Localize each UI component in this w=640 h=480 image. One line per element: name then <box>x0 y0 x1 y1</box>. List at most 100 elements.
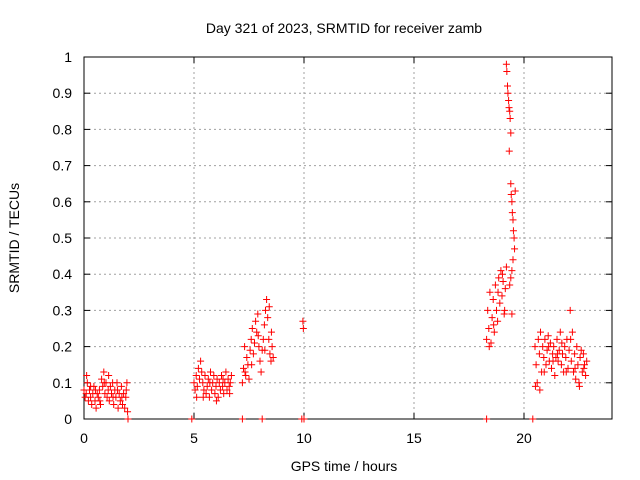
data-point <box>501 285 509 293</box>
data-point <box>486 288 494 296</box>
y-tick-label: 0.8 <box>53 121 73 137</box>
data-point <box>249 350 257 358</box>
data-point <box>508 310 516 318</box>
data-point <box>577 346 585 354</box>
data-point <box>508 267 516 275</box>
data-point <box>262 306 269 314</box>
data-point <box>493 306 500 314</box>
data-point <box>489 296 497 304</box>
data-point <box>96 397 104 405</box>
data-point <box>199 393 207 401</box>
data-point <box>119 401 126 409</box>
data-point <box>485 343 493 351</box>
data-point <box>571 364 579 372</box>
data-point <box>484 306 492 314</box>
data-point <box>113 379 121 387</box>
x-tick-label: 15 <box>406 430 422 446</box>
data-point <box>202 390 210 398</box>
data-point <box>578 368 586 376</box>
grid-lines <box>84 57 612 419</box>
data-point <box>240 364 247 372</box>
data-point <box>576 353 584 361</box>
data-point <box>510 234 518 242</box>
data-point <box>494 317 502 325</box>
y-tick-label: 0.6 <box>53 194 73 210</box>
data-point <box>205 393 213 401</box>
data-point <box>203 382 211 390</box>
data-point <box>93 390 101 398</box>
data-point <box>207 368 214 376</box>
data-point <box>92 404 100 412</box>
data-point <box>494 288 502 296</box>
data-series-srmtid <box>80 60 591 423</box>
data-point <box>98 375 106 383</box>
data-point <box>543 346 551 354</box>
data-point <box>565 346 573 354</box>
data-point <box>101 390 109 398</box>
data-point <box>574 361 582 369</box>
data-point <box>267 328 275 336</box>
data-point <box>504 82 511 90</box>
data-point <box>83 379 91 387</box>
data-point <box>265 335 273 343</box>
data-point <box>502 60 510 68</box>
data-point <box>540 353 548 361</box>
data-point <box>581 361 588 369</box>
data-point <box>188 415 196 423</box>
data-point <box>564 364 572 372</box>
data-point <box>490 321 498 329</box>
data-point <box>549 357 557 365</box>
data-point <box>238 415 246 423</box>
data-point <box>535 350 543 358</box>
data-point <box>194 364 202 372</box>
data-point <box>533 379 541 387</box>
data-point <box>268 343 276 351</box>
data-point <box>544 332 552 340</box>
data-point <box>567 357 575 365</box>
data-point <box>553 335 561 343</box>
y-tick-label: 0.5 <box>53 230 73 246</box>
data-point <box>219 375 227 383</box>
data-point <box>198 368 206 376</box>
data-point <box>192 372 200 380</box>
x-axis-ticks: 0 5 10 15 20 <box>80 57 532 446</box>
data-point <box>88 401 96 409</box>
data-point <box>552 353 560 361</box>
data-point <box>483 415 491 423</box>
data-point <box>113 386 121 394</box>
data-point <box>558 339 566 347</box>
data-point <box>94 393 102 401</box>
data-point <box>548 364 555 372</box>
data-point <box>212 382 220 390</box>
data-point <box>496 299 504 307</box>
data-point <box>123 379 131 387</box>
data-point <box>511 187 519 195</box>
data-point <box>580 364 588 372</box>
data-point <box>260 321 268 329</box>
data-point <box>495 274 503 282</box>
data-point <box>105 372 113 380</box>
data-point <box>509 216 517 224</box>
data-point <box>507 180 515 188</box>
data-point <box>246 346 254 354</box>
data-point <box>87 382 95 390</box>
data-point <box>555 346 563 354</box>
data-point <box>241 343 249 351</box>
data-point <box>532 361 540 369</box>
data-point <box>485 325 493 332</box>
data-point <box>100 368 108 376</box>
data-point <box>219 382 227 390</box>
data-point <box>551 372 559 380</box>
data-point <box>220 390 228 398</box>
data-point <box>539 343 547 351</box>
y-tick-label: 0.3 <box>53 302 73 318</box>
data-point <box>124 415 132 423</box>
data-point <box>534 335 542 343</box>
data-point <box>212 397 220 405</box>
x-tick-label: 10 <box>296 430 312 446</box>
data-point <box>82 390 90 398</box>
data-point <box>483 335 491 343</box>
x-tick-label: 20 <box>516 430 532 446</box>
data-point <box>501 306 509 314</box>
